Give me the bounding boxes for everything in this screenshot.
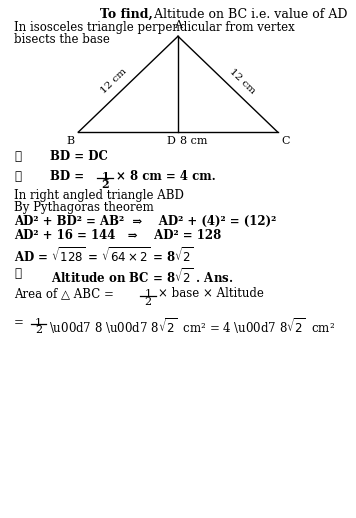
- Text: × 8 cm = 4 cm.: × 8 cm = 4 cm.: [116, 170, 215, 183]
- Text: ∴: ∴: [14, 267, 21, 280]
- Text: In right angled triangle ABD: In right angled triangle ABD: [14, 189, 184, 202]
- Text: In isosceles triangle perpendicular from vertex: In isosceles triangle perpendicular from…: [14, 21, 295, 34]
- Text: 1: 1: [144, 289, 151, 299]
- Text: To find,: To find,: [100, 8, 153, 21]
- Text: 12 cm: 12 cm: [227, 67, 257, 96]
- Text: 12 cm: 12 cm: [99, 67, 129, 96]
- Text: AD² + 16 = 144   ⇒    AD² = 128: AD² + 16 = 144 ⇒ AD² = 128: [14, 229, 221, 242]
- Text: 2: 2: [144, 297, 151, 307]
- Text: BD = DC: BD = DC: [50, 150, 108, 163]
- Text: 1: 1: [101, 171, 109, 182]
- Text: =: =: [14, 316, 28, 329]
- Text: By Pythagoras theorem: By Pythagoras theorem: [14, 201, 154, 214]
- Text: 2: 2: [101, 179, 109, 190]
- Text: Altitude on BC = 8$\sqrt{2}$ . Ans.: Altitude on BC = 8$\sqrt{2}$ . Ans.: [43, 267, 233, 285]
- Text: 2: 2: [35, 325, 42, 335]
- Text: A: A: [174, 20, 182, 30]
- Text: B: B: [67, 136, 75, 146]
- Text: AD = $\sqrt{128}$ = $\sqrt{64\times2}$ = 8$\sqrt{2}$: AD = $\sqrt{128}$ = $\sqrt{64\times2}$ =…: [14, 246, 194, 265]
- Text: 1: 1: [35, 318, 42, 327]
- Text: AD² + BD² = AB²  ⇒    AD² + (4)² = (12)²: AD² + BD² = AB² ⇒ AD² + (4)² = (12)²: [14, 215, 277, 228]
- Text: \u00d7 8 \u00d7 8$\sqrt{2}$  cm² = 4 \u00d7 8$\sqrt{2}$  cm²: \u00d7 8 \u00d7 8$\sqrt{2}$ cm² = 4 \u00…: [49, 316, 335, 336]
- Text: C: C: [281, 136, 290, 146]
- Text: D: D: [166, 136, 175, 146]
- Text: BD =: BD =: [50, 170, 88, 183]
- Text: Area of △ ABC =: Area of △ ABC =: [14, 287, 118, 300]
- Text: ∴: ∴: [14, 150, 21, 163]
- Text: bisects the base: bisects the base: [14, 33, 110, 46]
- Text: ∴: ∴: [14, 170, 21, 183]
- Text: × base × Altitude: × base × Altitude: [158, 287, 264, 300]
- Text: Altitude on BC i.e. value of AD: Altitude on BC i.e. value of AD: [150, 8, 347, 21]
- Text: 8 cm: 8 cm: [180, 136, 207, 146]
